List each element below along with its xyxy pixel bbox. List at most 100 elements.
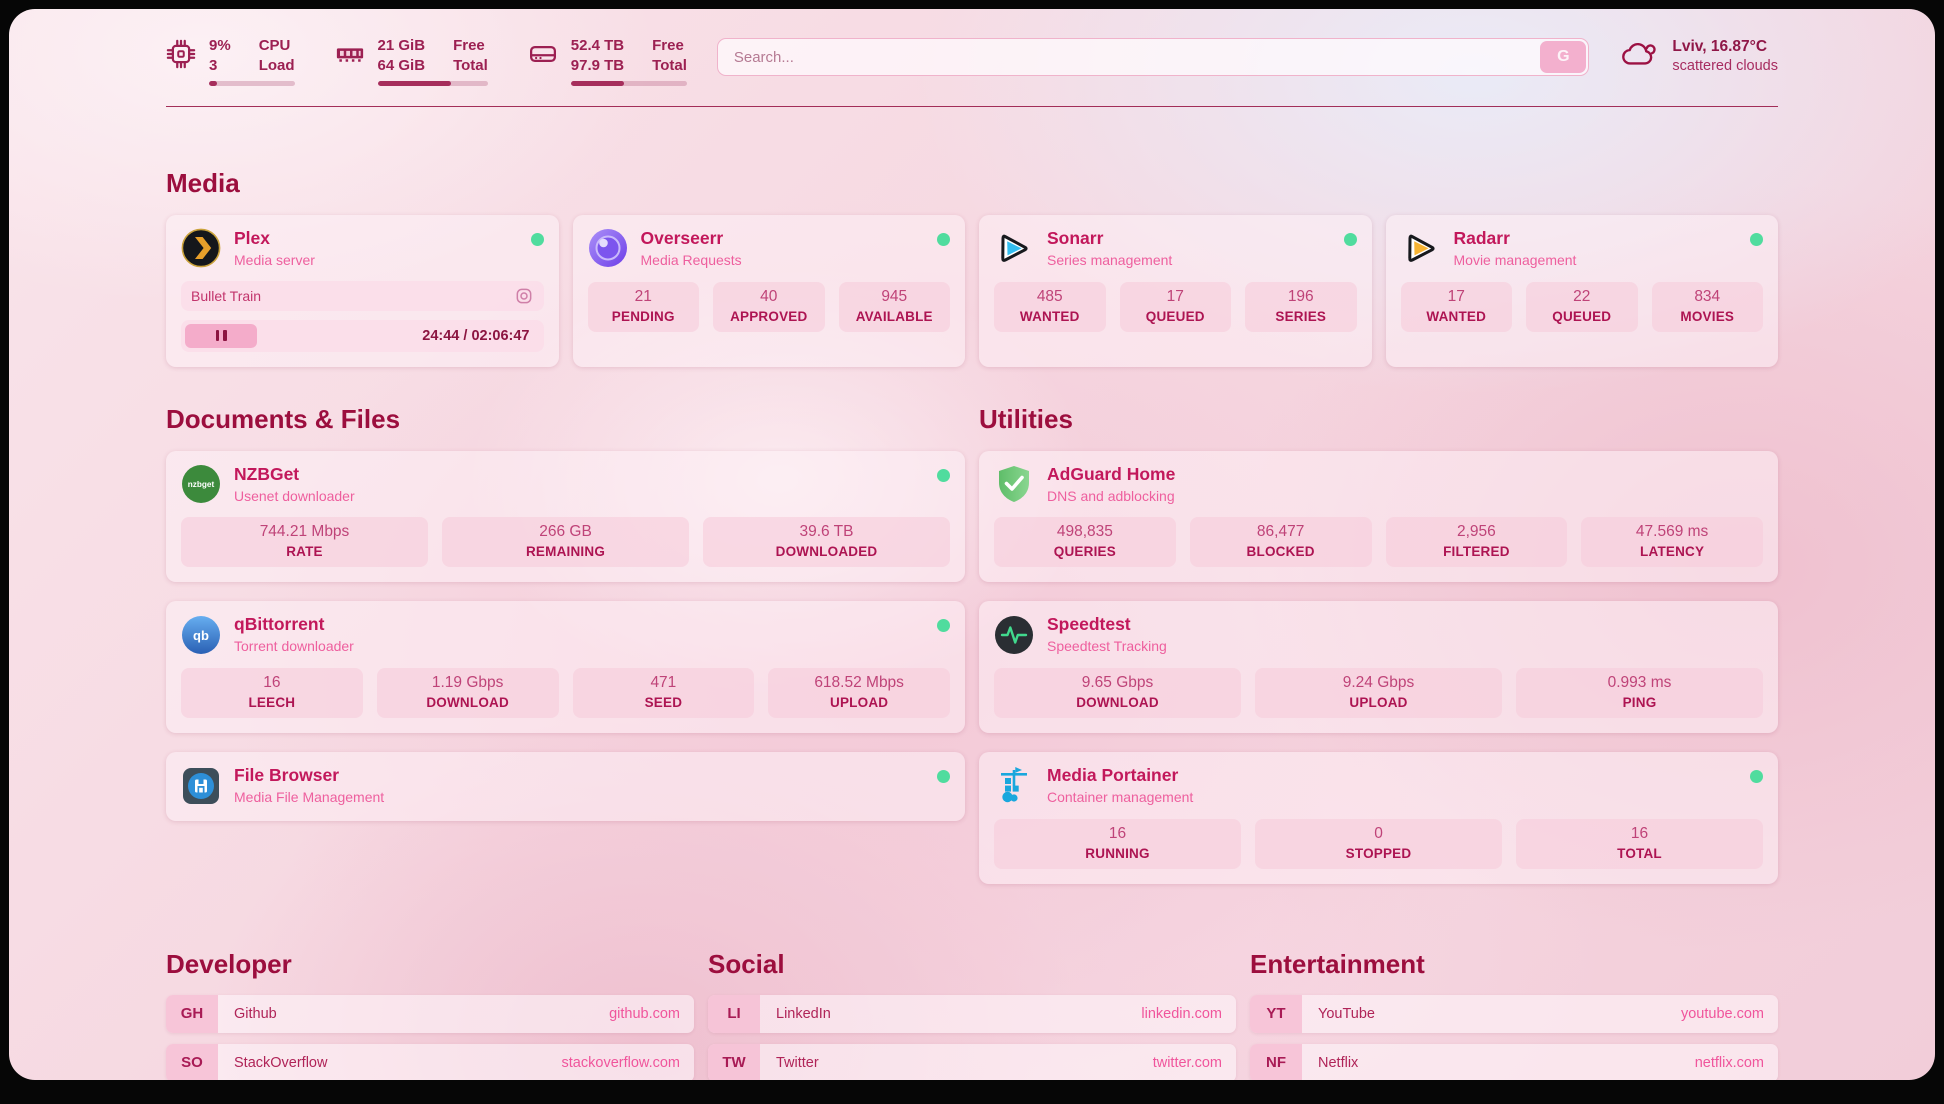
overseerr-card[interactable]: Overseerr Media Requests 21 PENDING 40 A… <box>572 214 965 367</box>
utilities-column: Utilities AdGuard <box>979 403 1778 884</box>
filebrowser-card[interactable]: File Browser Media File Management <box>166 752 965 821</box>
filebrowser-icon <box>181 766 221 806</box>
playback-time: 24:44 / 02:06:47 <box>422 327 530 344</box>
github-badge: GH <box>166 994 218 1033</box>
memory-total-value: 64 GiB <box>377 56 426 74</box>
cpu-load-value: 3 <box>209 56 218 74</box>
plex-title: Plex <box>234 227 270 248</box>
plex-player-bar: 24:44 / 02:06:47 <box>181 319 544 352</box>
qbittorrent-stat-upload: 618.52 Mbps UPLOAD <box>768 668 950 719</box>
filebrowser-title: File Browser <box>234 765 340 786</box>
sonarr-card[interactable]: Sonarr Series management 485 WANTED 17 Q… <box>979 214 1372 367</box>
github-name: Github <box>234 1005 277 1022</box>
github-url: github.com <box>609 1005 680 1022</box>
disk-total-label: Total <box>652 56 687 74</box>
disk-values: 52.4 TB 97.9 TB <box>571 36 624 75</box>
media-grid: Plex Media server Bullet Train <box>166 214 1778 367</box>
twitter-url: twitter.com <box>1152 1054 1222 1071</box>
qbittorrent-icon: qb <box>181 615 221 655</box>
nzbget-stat-downloaded: 39.6 TB DOWNLOADED <box>703 517 950 568</box>
portainer-card[interactable]: Media Portainer Container management 16 … <box>979 752 1778 884</box>
section-title-entertainment: Entertainment <box>1250 948 1425 979</box>
disk-free-label: Free <box>652 37 684 54</box>
disk-progress-bar <box>570 81 687 86</box>
plex-card[interactable]: Plex Media server Bullet Train <box>166 214 559 367</box>
memory-progress-bar <box>377 81 488 86</box>
nzbget-title: NZBGet <box>234 463 300 484</box>
adguard-stat-blocked: 86,477 BLOCKED <box>1189 517 1372 568</box>
adguard-card[interactable]: AdGuard Home DNS and adblocking 498,835 … <box>979 450 1778 583</box>
portainer-stat-running: 16 RUNNING <box>994 818 1241 869</box>
link-github[interactable]: GH Github github.com <box>166 994 694 1033</box>
filebrowser-status-dot <box>937 770 950 784</box>
search-input[interactable] <box>716 38 1590 76</box>
netflix-url: netflix.com <box>1694 1054 1764 1071</box>
portainer-title: Media Portainer <box>1047 765 1179 786</box>
sonarr-title: Sonarr <box>1047 227 1104 248</box>
sonarr-icon <box>994 228 1034 268</box>
link-twitter[interactable]: TW Twitter twitter.com <box>708 1043 1236 1080</box>
system-widgets: 9% 3 CPU Load <box>166 36 687 86</box>
svg-text:qb: qb <box>193 628 209 643</box>
cpu-usage-value: 9% <box>209 37 231 54</box>
memory-values: 21 GiB 64 GiB <box>378 36 426 75</box>
radarr-icon <box>1401 228 1441 268</box>
overseerr-status-dot <box>937 232 950 246</box>
overseerr-stat-pending: 21 PENDING <box>587 281 699 332</box>
cpu-progress-bar <box>209 81 295 86</box>
adguard-title: AdGuard Home <box>1047 463 1176 484</box>
disk-total-value: 97.9 TB <box>570 56 625 74</box>
link-stackoverflow[interactable]: SO StackOverflow stackoverflow.com <box>166 1043 694 1080</box>
ram-icon <box>335 36 365 86</box>
entertainment-section: Entertainment YT YouTube youtube.com NF … <box>1250 948 1778 1080</box>
cpu-icon <box>166 36 196 86</box>
plex-icon <box>181 228 221 268</box>
nzbget-card[interactable]: nzbget NZBGet Usenet downloader 744.21 M… <box>166 450 965 583</box>
cast-icon[interactable] <box>514 286 534 306</box>
linkedin-name: LinkedIn <box>776 1005 831 1022</box>
developer-section: Developer GH Github github.com SO StackO… <box>166 949 694 1080</box>
section-title-utilities: Utilities <box>979 403 1073 434</box>
memory-total-label: Total <box>453 56 488 74</box>
stackoverflow-badge: SO <box>166 1043 218 1080</box>
link-youtube[interactable]: YT YouTube youtube.com <box>1250 994 1778 1033</box>
link-netflix[interactable]: NF Netflix netflix.com <box>1250 1043 1778 1080</box>
radarr-card[interactable]: Radarr Movie management 17 WANTED 22 QUE… <box>1385 214 1778 367</box>
memory-free-value: 21 GiB <box>377 37 426 54</box>
nzbget-subtitle: Usenet downloader <box>234 487 355 504</box>
twitter-badge: TW <box>708 1043 760 1080</box>
sonarr-stat-series: 196 SERIES <box>1245 281 1357 332</box>
link-linkedin[interactable]: LI LinkedIn linkedin.com <box>708 994 1236 1033</box>
cloud-icon <box>1619 38 1659 75</box>
radarr-stat-movies: 834 MOVIES <box>1651 281 1763 332</box>
sonarr-stat-wanted: 485 WANTED <box>994 281 1106 332</box>
header-divider <box>166 106 1778 107</box>
qbittorrent-subtitle: Torrent downloader <box>234 638 354 655</box>
social-section: Social LI LinkedIn linkedin.com TW Twitt… <box>708 949 1236 1080</box>
overseerr-icon <box>588 228 628 268</box>
documents-column: Documents & Files nzbget NZBGet Usenet d <box>166 404 965 821</box>
cpu-values: 9% 3 <box>209 36 231 75</box>
youtube-url: youtube.com <box>1680 1005 1764 1022</box>
nzbget-stat-rate: 744.21 Mbps RATE <box>181 517 428 568</box>
plex-now-playing: Bullet Train <box>181 280 544 311</box>
adguard-icon <box>994 464 1034 504</box>
memory-widget: 21 GiB 64 GiB Free Total <box>335 36 488 86</box>
qbittorrent-card[interactable]: qb qBittorrent Torrent downloader 16 LEE… <box>166 601 965 734</box>
overseerr-title: Overseerr <box>640 227 724 248</box>
speedtest-card[interactable]: Speedtest Speedtest Tracking 9.65 Gbps D… <box>979 601 1778 734</box>
search-bar: G <box>716 38 1590 76</box>
pause-button[interactable] <box>185 323 257 348</box>
disk-icon <box>528 36 558 86</box>
adguard-stat-filtered: 2,956 FILTERED <box>1385 517 1568 568</box>
disk-labels: Free Total <box>652 36 687 75</box>
qbittorrent-stat-leech: 16 LEECH <box>181 668 363 719</box>
search-provider-button[interactable]: G <box>1540 41 1587 73</box>
memory-labels: Free Total <box>453 36 488 75</box>
qbittorrent-stat-download: 1.19 Gbps DOWNLOAD <box>376 668 559 719</box>
qbittorrent-title: qBittorrent <box>234 614 325 635</box>
overseerr-stat-available: 945 AVAILABLE <box>838 281 950 332</box>
radarr-subtitle: Movie management <box>1453 251 1577 268</box>
stackoverflow-name: StackOverflow <box>234 1054 328 1071</box>
radarr-stat-wanted: 17 WANTED <box>1400 281 1512 332</box>
